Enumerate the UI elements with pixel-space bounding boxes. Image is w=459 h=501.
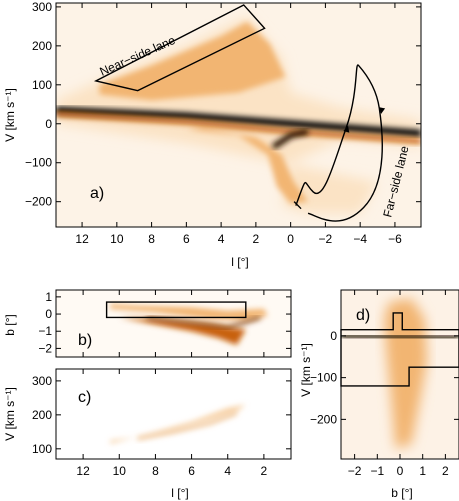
lane-arrow [343,125,350,133]
panel-a-label: a) [90,185,104,202]
panel-b-overlay [105,301,247,319]
x-tick-label: 1 [419,464,426,478]
y-tick-label: 200 [32,408,52,422]
panel-b-ylabel: b [°] [3,314,17,335]
x-tick-label: 8 [148,232,155,246]
y-tick-label: −2 [38,341,52,355]
panel-a-ticks: 12 10 8 6 4 2 0 −2 −4 −6 −200 −100 0 100 200 300 [25,0,421,246]
panel-b-label: b) [78,332,92,349]
ridge-side-emission [56,111,421,144]
panel-d-overlay [340,312,459,387]
panel-d-xlabel: b [°] [391,486,412,500]
y-tick-label: 1 [45,290,52,304]
x-tick-label: 0 [287,232,294,246]
panel-a-ylabel: V [km s⁻¹] [3,88,17,142]
x-tick-label: 6 [183,232,190,246]
panel-d: −2 −1 0 1 2 −200 −100 0 d) b [°] V [km s⁻¹] [299,289,459,500]
x-tick-label: 2 [253,232,260,246]
center-emission [271,128,309,150]
y-tick-label: 0 [45,307,52,321]
panel-c-label: c) [78,389,91,406]
panel-c-emission-core [137,411,238,441]
x-tick-label: 4 [224,464,231,478]
panel-d-label: d) [356,307,370,324]
x-tick-label: −6 [388,232,402,246]
x-tick-label: 2 [261,464,268,478]
y-tick-label: 0 [45,117,52,131]
x-tick-label: −4 [353,232,367,246]
x-tick-label: 2 [442,464,449,478]
panel-b-box [105,301,247,319]
x-tick-label: 0 [397,464,404,478]
y-tick-label: 100 [32,78,52,92]
x-tick-label: 4 [218,232,225,246]
panel-a-xlabel: l [°] [231,255,248,269]
lane-arrow [379,107,386,115]
panel-c-ticks: 12 10 8 6 4 2 100 200 300 [32,369,291,478]
panel-c-frame [55,368,292,460]
y-tick-label: −1 [38,324,52,338]
panel-d-box [340,312,459,387]
x-tick-label: 8 [152,464,159,478]
x-tick-label: 10 [110,232,124,246]
panel-a-overlay [93,4,386,222]
panel-d-ticks: −2 −1 0 1 2 −200 −100 0 [310,290,459,478]
panel-c-xlabel: l [°] [171,486,188,500]
x-tick-label: −2 [348,464,362,478]
y-tick-label: −100 [25,156,52,170]
y-tick-label: 300 [32,374,52,388]
x-tick-label: 12 [75,232,89,246]
y-tick-label: 200 [32,39,52,53]
x-tick-label: −1 [370,464,384,478]
panel-d-emission [341,290,459,459]
panel-c-ylabel: V [km s⁻¹] [3,387,17,441]
panel-c: 12 10 8 6 4 2 100 200 300 c) l [°] V [km s⁻¹] [3,368,292,500]
panel-b-ticks: −2 −1 0 1 [38,290,291,357]
x-tick-label: 6 [188,464,195,478]
x-tick-label: 12 [76,464,90,478]
far-side-lane-curve [295,64,383,222]
y-tick-label: 0 [330,329,337,343]
panel-b-emission-upper [110,303,268,321]
panel-b: −2 −1 0 1 b) b [°] [3,289,292,358]
y-tick-label: −100 [310,371,337,385]
panel-a-frame [55,2,422,228]
panel-c-emission [110,404,246,444]
y-tick-label: 300 [32,0,52,14]
lane-tick-mark [293,201,302,210]
y-tick-label: 100 [32,442,52,456]
x-tick-label: −2 [319,232,333,246]
x-tick-label: 10 [113,464,127,478]
main-ridge-emission [56,106,421,137]
panel-c-emission [110,404,246,444]
panel-b-emission [56,290,291,357]
y-tick-label: −200 [310,412,337,426]
panel-b-emission-core [146,315,261,330]
lower-arc-emission [186,127,309,204]
panel-a-emission [56,3,421,227]
y-tick-label: −200 [25,195,52,209]
near-side-lane-box [93,4,266,92]
panel-b-frame [55,289,292,358]
panel-d-ylabel: V [km s⁻¹] [299,343,313,397]
